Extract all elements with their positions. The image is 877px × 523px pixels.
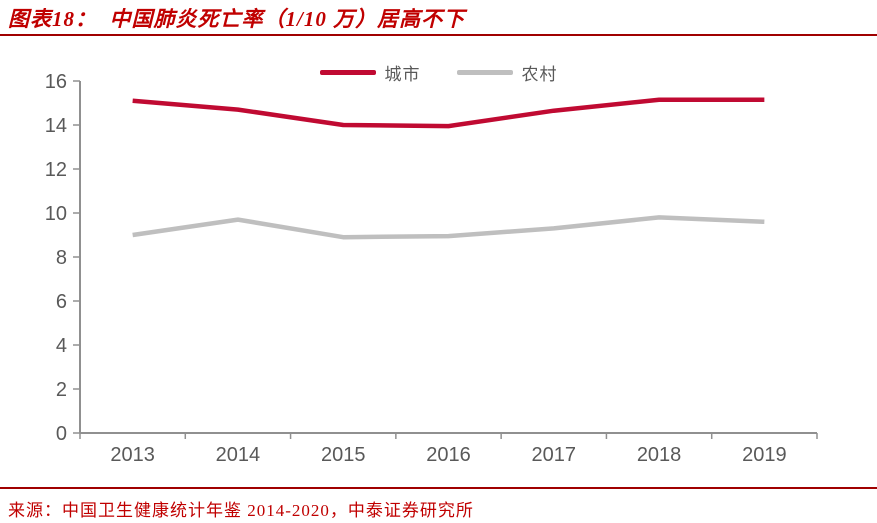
chart-title: 图表18： 中国肺炎死亡率（1/10 万）居高不下 [8, 7, 466, 31]
y-tick-label: 10 [45, 203, 67, 225]
y-tick-label: 14 [45, 115, 67, 137]
source-note: 来源：中国卫生健康统计年鉴 2014-2020，中泰证券研究所 [8, 501, 474, 520]
legend-label-rural: 农村 [521, 64, 558, 84]
y-tick-label: 2 [56, 379, 67, 401]
y-tick-label: 6 [56, 291, 67, 313]
y-tick-label: 12 [45, 159, 67, 181]
title-divider [0, 34, 877, 36]
x-tick-label: 2017 [532, 444, 577, 466]
urban-line-swatch [319, 69, 376, 75]
x-tick-label: 2019 [742, 444, 787, 466]
footer-divider [0, 487, 877, 489]
x-tick-label: 2015 [321, 444, 366, 466]
series-line-1 [132, 215, 765, 240]
rural-line-swatch [456, 69, 513, 75]
legend-label-urban: 城市 [384, 64, 421, 84]
y-tick-label: 8 [56, 247, 67, 269]
y-tick-label: 0 [56, 423, 67, 445]
x-tick-label: 2018 [637, 444, 682, 466]
legend-item-urban: 城市 [319, 60, 421, 85]
x-tick-label: 2014 [216, 444, 261, 466]
series-line-0 [132, 97, 765, 129]
y-tick-label: 16 [45, 71, 67, 93]
y-tick-label: 4 [56, 335, 67, 357]
chart-legend: 城市 农村 [0, 60, 877, 85]
x-tick-label: 2013 [110, 444, 155, 466]
legend-item-rural: 农村 [456, 60, 558, 85]
x-tick-label: 2016 [426, 444, 471, 466]
